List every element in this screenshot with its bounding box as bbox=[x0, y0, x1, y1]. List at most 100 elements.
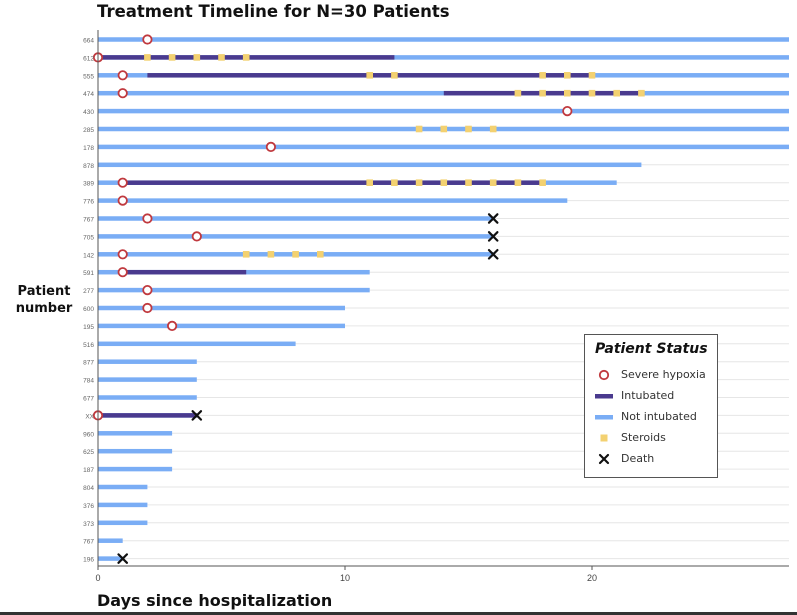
steroids-marker bbox=[465, 179, 472, 186]
not-intubated-bar bbox=[98, 484, 148, 490]
hypoxia-marker bbox=[117, 195, 128, 206]
axis-layer: 0 10 20 664 612 555 474 430 285 178 878 389 776 767 70… bbox=[83, 30, 789, 583]
patient-id-label: 178 bbox=[83, 145, 94, 152]
grid-layer bbox=[98, 39, 789, 560]
not-intubated-bar bbox=[98, 162, 642, 168]
steroids-marker bbox=[440, 125, 448, 133]
steroids-marker bbox=[638, 89, 645, 97]
patient-id-label: 195 bbox=[83, 324, 94, 331]
legend-label: Steroids bbox=[621, 431, 666, 444]
not-intubated-bar bbox=[98, 431, 173, 436]
lanes-layer bbox=[92, 34, 789, 564]
intubated-bar bbox=[122, 180, 543, 185]
steroids-marker bbox=[564, 89, 571, 97]
hypoxia-marker bbox=[142, 213, 153, 224]
patient-id-label: 285 bbox=[83, 127, 94, 134]
steroids-marker bbox=[588, 72, 596, 79]
not-intubated-bar bbox=[98, 55, 789, 60]
x-tick-label: 0 bbox=[95, 573, 100, 583]
patient-id-label: 877 bbox=[83, 360, 94, 367]
not-intubated-bar bbox=[98, 466, 173, 472]
chart-title: Treatment Timeline for N=30 Patients bbox=[97, 2, 450, 21]
legend-item-hypoxia: Severe hypoxia bbox=[593, 364, 709, 385]
steroids-marker bbox=[588, 89, 596, 97]
not-intubated-bar bbox=[98, 216, 494, 221]
patient-id-label: 555 bbox=[83, 73, 94, 80]
not-intubated-bar bbox=[98, 90, 789, 96]
steroids-marker bbox=[489, 125, 497, 133]
legend-label: Severe hypoxia bbox=[621, 368, 706, 381]
steroids-marker bbox=[514, 89, 522, 97]
steroids-marker bbox=[317, 251, 324, 258]
steroids-marker bbox=[267, 251, 275, 258]
steroids-marker bbox=[539, 89, 546, 97]
steroids-marker bbox=[514, 179, 522, 186]
hypoxia-marker bbox=[191, 231, 202, 242]
death-marker bbox=[191, 410, 203, 421]
patient-id-label: 474 bbox=[83, 91, 94, 98]
patient-id-label: 664 bbox=[83, 38, 94, 45]
not-intubated-bar bbox=[98, 108, 789, 114]
hypoxia-marker bbox=[117, 177, 128, 188]
patient-id-label: 804 bbox=[83, 485, 94, 492]
legend-item-intubated: Intubated bbox=[593, 385, 709, 406]
patient-id-label: 705 bbox=[83, 234, 94, 241]
steroids-marker bbox=[539, 179, 546, 186]
steroids-marker bbox=[366, 72, 373, 79]
not-intubated-bar bbox=[98, 323, 345, 329]
legend-item-steroids: Steroids bbox=[593, 427, 709, 448]
steroids-marker bbox=[193, 54, 201, 61]
not-intubated-bar bbox=[98, 395, 197, 400]
not-intubated-bar bbox=[98, 502, 148, 508]
patient-id-label: 612 bbox=[83, 55, 94, 62]
not-intubated-bar bbox=[98, 37, 789, 42]
legend-label: Death bbox=[621, 452, 655, 465]
y-axis-label: Patient number bbox=[15, 284, 73, 316]
steroids-marker bbox=[489, 179, 497, 186]
steroids-marker bbox=[168, 54, 176, 61]
death-marker bbox=[487, 231, 499, 242]
patient-id-label: 376 bbox=[83, 503, 94, 510]
patient-id-label: 187 bbox=[83, 467, 94, 474]
hypoxia-marker bbox=[117, 70, 128, 81]
not-intubated-bar bbox=[98, 359, 197, 364]
hypoxia-marker bbox=[142, 302, 153, 314]
x-tick-label: 20 bbox=[587, 573, 597, 583]
steroids-marker bbox=[564, 72, 571, 79]
patient-id-label: 960 bbox=[83, 431, 94, 438]
patient-id-label: 373 bbox=[83, 521, 94, 528]
hypoxia-marker bbox=[167, 320, 178, 331]
patient-id-label: 625 bbox=[83, 449, 94, 456]
not-intubated-bar bbox=[98, 144, 789, 150]
patient-id-label: 878 bbox=[83, 163, 94, 170]
not-intubated-bar bbox=[98, 448, 173, 454]
patient-id-label: 277 bbox=[83, 288, 94, 295]
bottom-border bbox=[0, 612, 797, 615]
legend-item-death: Death bbox=[593, 448, 709, 469]
steroids-marker bbox=[218, 54, 225, 61]
steroids-marker bbox=[391, 179, 398, 186]
steroids-marker bbox=[415, 179, 423, 186]
not-intubated-bar bbox=[98, 520, 148, 526]
death-marker bbox=[487, 249, 499, 260]
patient-id-label: 767 bbox=[83, 217, 94, 224]
intubated-line-icon bbox=[593, 389, 615, 403]
steroids-marker bbox=[292, 251, 299, 258]
not-intubated-bar bbox=[98, 198, 568, 203]
hypoxia-marker bbox=[117, 88, 128, 99]
intubated-bar bbox=[122, 269, 247, 275]
steroids-marker bbox=[366, 179, 373, 186]
steroids-marker bbox=[465, 125, 472, 133]
not-intubated-bar bbox=[98, 234, 494, 239]
patient-id-label: XX bbox=[85, 413, 94, 420]
not-intubated-bar bbox=[98, 538, 123, 543]
steroids-marker bbox=[539, 72, 546, 79]
not-intubated-line-icon bbox=[593, 410, 615, 424]
patient-id-label: 776 bbox=[83, 199, 94, 206]
legend-title: Patient Status bbox=[595, 341, 708, 357]
not-intubated-bar bbox=[98, 556, 123, 561]
legend-label: Not intubated bbox=[621, 410, 697, 423]
steroids-marker bbox=[242, 251, 250, 258]
x-axis-label: Days since hospitalization bbox=[97, 591, 333, 610]
hypoxia-marker-icon bbox=[593, 368, 615, 382]
